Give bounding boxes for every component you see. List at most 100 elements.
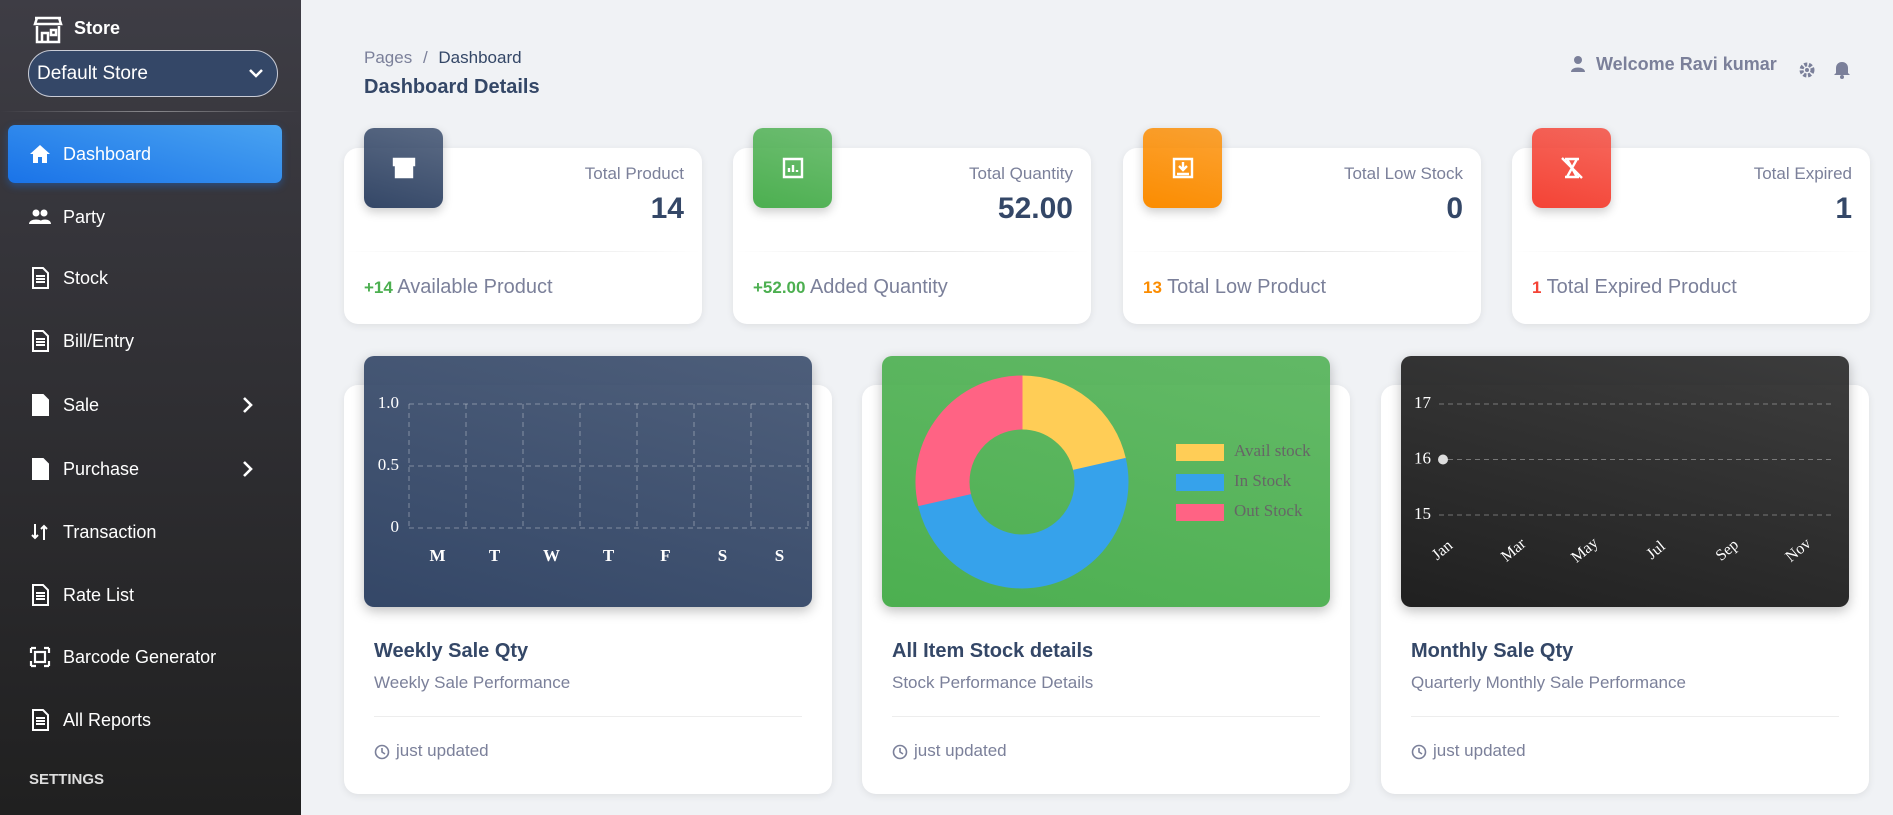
menu-text: Sale [63,394,100,415]
menu-item[interactable]: Purchase [8,440,282,498]
y-tick-label: 16 [1414,448,1431,467]
menu-text: Party [63,206,106,227]
icon-part [32,458,49,480]
user-menu[interactable]: Welcome Ravi kumar [1570,54,1777,75]
chevron-path [243,461,253,477]
settings-icon[interactable] [1798,61,1816,79]
icon-part [32,584,49,606]
stat-glyph [1560,157,1583,179]
menu-item[interactable]: Sale [8,376,282,434]
menu-icon [32,458,49,480]
notifications-icon[interactable] [1833,60,1851,80]
stat-icon [364,128,443,208]
divider [1512,251,1870,252]
legend-swatch [1176,474,1224,491]
store-select-value: Default Store [37,63,148,84]
icon-part [32,209,40,217]
stat-card: Total Low Stock 0 13 Total Low Product [1123,128,1481,324]
divider [344,251,702,252]
x-tick-label: May [1568,534,1601,566]
legend-swatch [1176,444,1224,461]
menu-item[interactable]: Rate List [8,566,282,624]
stat-change: +52.00 [753,278,806,297]
chart: 15 16 17 Jan Mar May Jul Sep Nov [1414,393,1835,566]
x-tick-label: Sep [1713,536,1742,564]
chart: Avail stock In Stock Out Stock [915,375,1311,589]
y-tick-label: 1.0 [378,393,399,412]
menu-icon [29,209,51,224]
breadcrumb-current: Dashboard [438,48,522,67]
divider [0,111,301,112]
stat-note: Total Low Product [1167,276,1327,298]
icon-part [29,219,51,224]
y-tick-label: 15 [1414,504,1431,523]
store-select[interactable]: Default Store [28,50,278,97]
stat-note: Total Expired Product [1546,276,1737,298]
menu-item[interactable]: Party [8,188,282,246]
icon-part [40,209,48,217]
menu-item[interactable]: Dashboard [8,125,282,183]
x-tick-label: W [543,546,560,565]
glyph [1172,157,1193,179]
donut-slice [1021,375,1126,471]
chart: 0 0.5 1.0 M T W T F S S [378,393,809,565]
menu-icon [30,145,50,163]
menu-item[interactable]: Bill/Entry [8,312,282,370]
stat-label: Total Product [584,164,684,183]
chart-note: just updated [914,741,1007,760]
clock-icon [892,744,908,760]
stat-note: Available Product [397,276,553,298]
x-tick-label: Nov [1782,535,1814,566]
chart-container: 0 0.5 1.0 M T W T F S S [364,356,812,607]
stat-glyph [782,157,803,179]
glyph [1560,157,1583,179]
icon-part [29,646,51,668]
stat-change: +14 [364,278,393,297]
menu-item[interactable]: Transaction [8,503,282,561]
menu-item[interactable]: Barcode Generator [8,628,282,686]
stat-icon [753,128,832,208]
breadcrumb-link[interactable]: Pages [364,48,413,67]
menu-text: Stock [63,267,109,288]
donut-slice [915,375,1023,507]
menu-text: Rate List [63,584,135,605]
chart-container: Avail stock In Stock Out Stock [882,356,1330,607]
sidebar: Store Default Store Dashboard Party Stock B… [0,0,301,815]
menu-text: Transaction [63,521,157,542]
menu-text: All Reports [63,709,152,730]
breadcrumb: Pages / Dashboard [364,48,522,68]
x-tick-label: F [660,546,670,565]
user-icon [1571,56,1585,72]
x-tick-label: Mar [1498,535,1530,566]
section-label: SETTINGS [29,771,105,788]
y-tick-label: 0.5 [378,455,399,474]
page-title: Dashboard Details [364,76,540,98]
stat-glyph [1172,157,1193,179]
menu-icon [32,709,49,731]
menu-item[interactable]: Stock [8,249,282,307]
chart-card: 15 16 17 Jan Mar May Jul Sep Nov Monthly Sale Qty… [1381,356,1869,794]
stat-card: Total Product 14 +14 Available Product [344,128,702,324]
divider [1123,251,1481,252]
stat-label: Total Expired [1753,164,1852,183]
glyph [392,157,415,179]
welcome-text: Welcome Ravi kumar [1596,54,1777,74]
chart-title: All Item Stock details [892,640,1094,662]
stat-value: 52.00 [997,192,1073,225]
chart-container: 15 16 17 Jan Mar May Jul Sep Nov [1401,356,1849,607]
menu-item[interactable]: All Reports [8,691,282,749]
stat-label: Total Quantity [969,164,1073,183]
stat-icon [1143,128,1222,208]
x-tick-label: M [429,546,445,565]
divider [374,716,802,717]
clock-face [374,744,390,760]
stat-note: Added Quantity [809,276,948,298]
stat-change: 13 [1143,278,1162,297]
chart-subtitle: Stock Performance Details [892,673,1094,692]
divider [892,716,1320,717]
clock-face [892,744,908,760]
stat-change: 1 [1532,278,1542,297]
clock-icon [1411,744,1427,760]
